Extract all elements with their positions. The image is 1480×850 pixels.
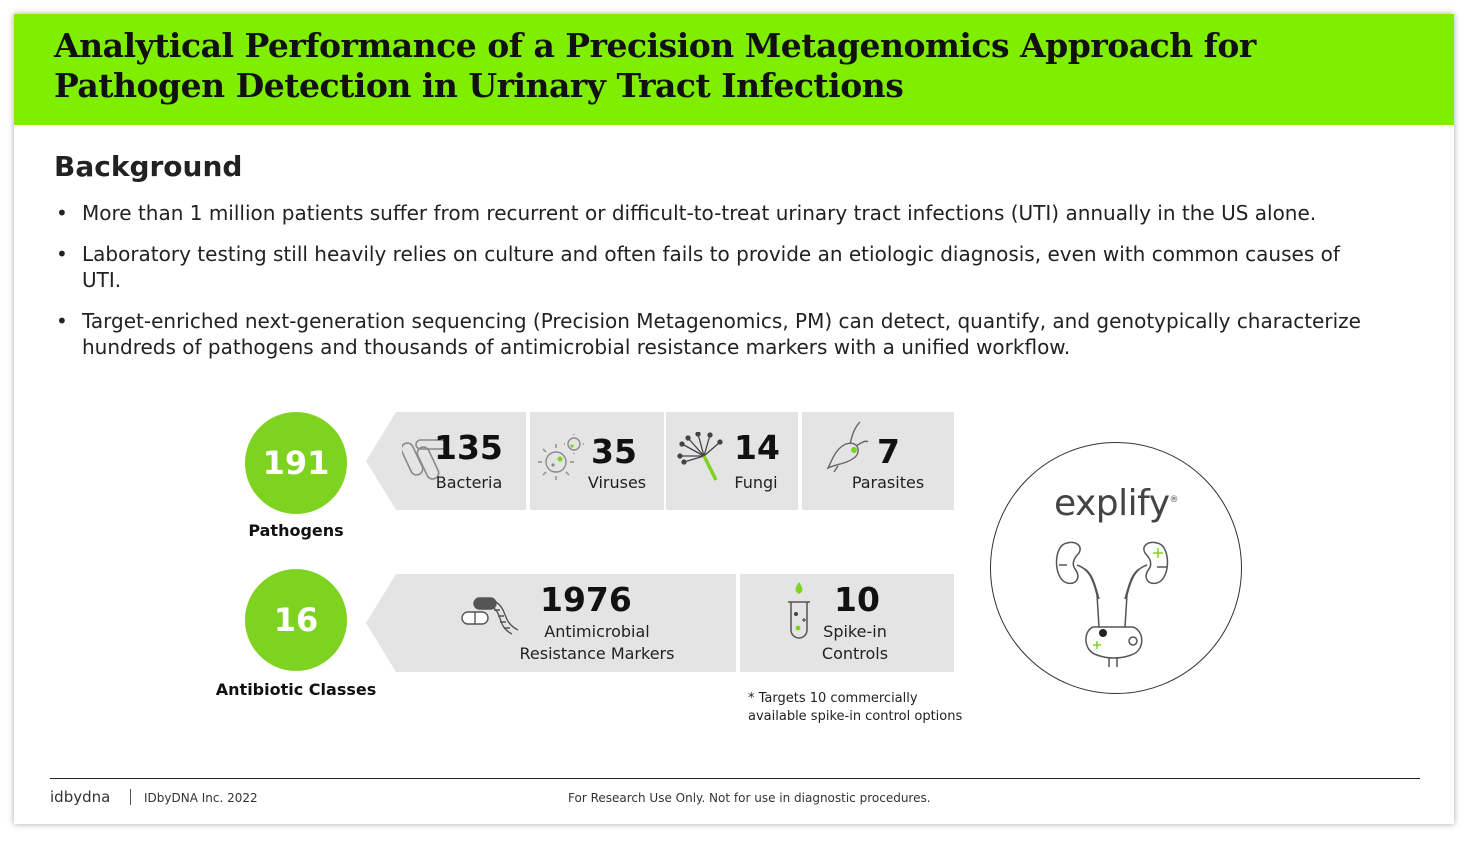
parasites-label: Parasites [851,473,925,492]
virus-icon [538,434,584,480]
footnote-line2: available spike-in control options [748,709,963,724]
viruses-card: 35 Viruses [530,412,664,510]
background-bullets: More than 1 million patients suffer from… [54,200,1424,375]
bacteria-count: 135 [434,428,503,467]
pathogens-total-circle: 191 [245,412,347,514]
bullet-item: More than 1 million patients suffer from… [54,200,1424,226]
footnote: * Targets 10 commercially available spik… [748,690,962,726]
antibiotic-total: 16 [273,601,319,639]
pill-dna-icon [461,597,519,635]
antibiotic-label: Antibiotic Classes [215,680,377,699]
urinary-tract-icon [1055,541,1169,667]
bullet-item: Target-enriched next-generation sequenci… [54,308,1424,360]
footer-divider [50,778,1420,779]
bacteria-label: Bacteria [435,473,503,492]
spike-in-label-line1: Spike-in [823,622,887,641]
section-heading: Background [54,150,243,183]
antibiotic-arrow [366,574,396,672]
antibiotic-total-circle: 16 [245,569,347,671]
fungi-icon [677,432,723,481]
pathogens-arrow [366,412,396,510]
amr-count: 1976 [540,580,632,619]
footer-separator [130,789,131,805]
slide: Analytical Performance of a Precision Me… [14,14,1454,824]
spike-in-card: 10 Spike-in Controls [740,574,954,672]
explify-badge: explify® [990,442,1242,694]
parasite-icon [826,421,869,472]
fungi-label: Fungi [734,473,778,492]
footer-brand-logo: idbydna [50,788,111,806]
pathogens-total: 191 [262,444,330,482]
bacteria-icon [402,439,447,480]
viruses-label: Viruses [587,473,647,492]
bacteria-card: 135 Bacteria [396,412,526,510]
viruses-count: 35 [591,432,637,471]
trademark-mark: ® [1169,495,1179,505]
amr-label-line2: Resistance Markers [519,644,675,663]
footer-disclaimer: For Research Use Only. Not for use in di… [568,791,931,805]
explify-logo: explify® [991,483,1241,524]
fungi-card: 14 Fungi [666,412,798,510]
bullet-item: Laboratory testing still heavily relies … [54,241,1424,293]
explify-wordmark: explify [1053,483,1170,524]
fungi-count: 14 [734,428,780,467]
page-title: Analytical Performance of a Precision Me… [54,26,1256,105]
amr-label-line1: Antimicrobial [544,622,650,641]
footnote-line1: * Targets 10 commercially [748,691,918,706]
spike-in-label-line2: Controls [821,644,889,663]
amr-card: 1976 Antimicrobial Resistance Markers [396,574,736,672]
pathogens-label: Pathogens [248,521,344,540]
test-tube-icon [788,582,810,639]
footer-copyright: IDbyDNA Inc. 2022 [144,791,258,805]
spike-in-count: 10 [834,580,880,619]
parasites-count: 7 [877,432,900,471]
parasites-card: 7 Parasites [802,412,954,510]
title-bar: Analytical Performance of a Precision Me… [14,14,1454,125]
